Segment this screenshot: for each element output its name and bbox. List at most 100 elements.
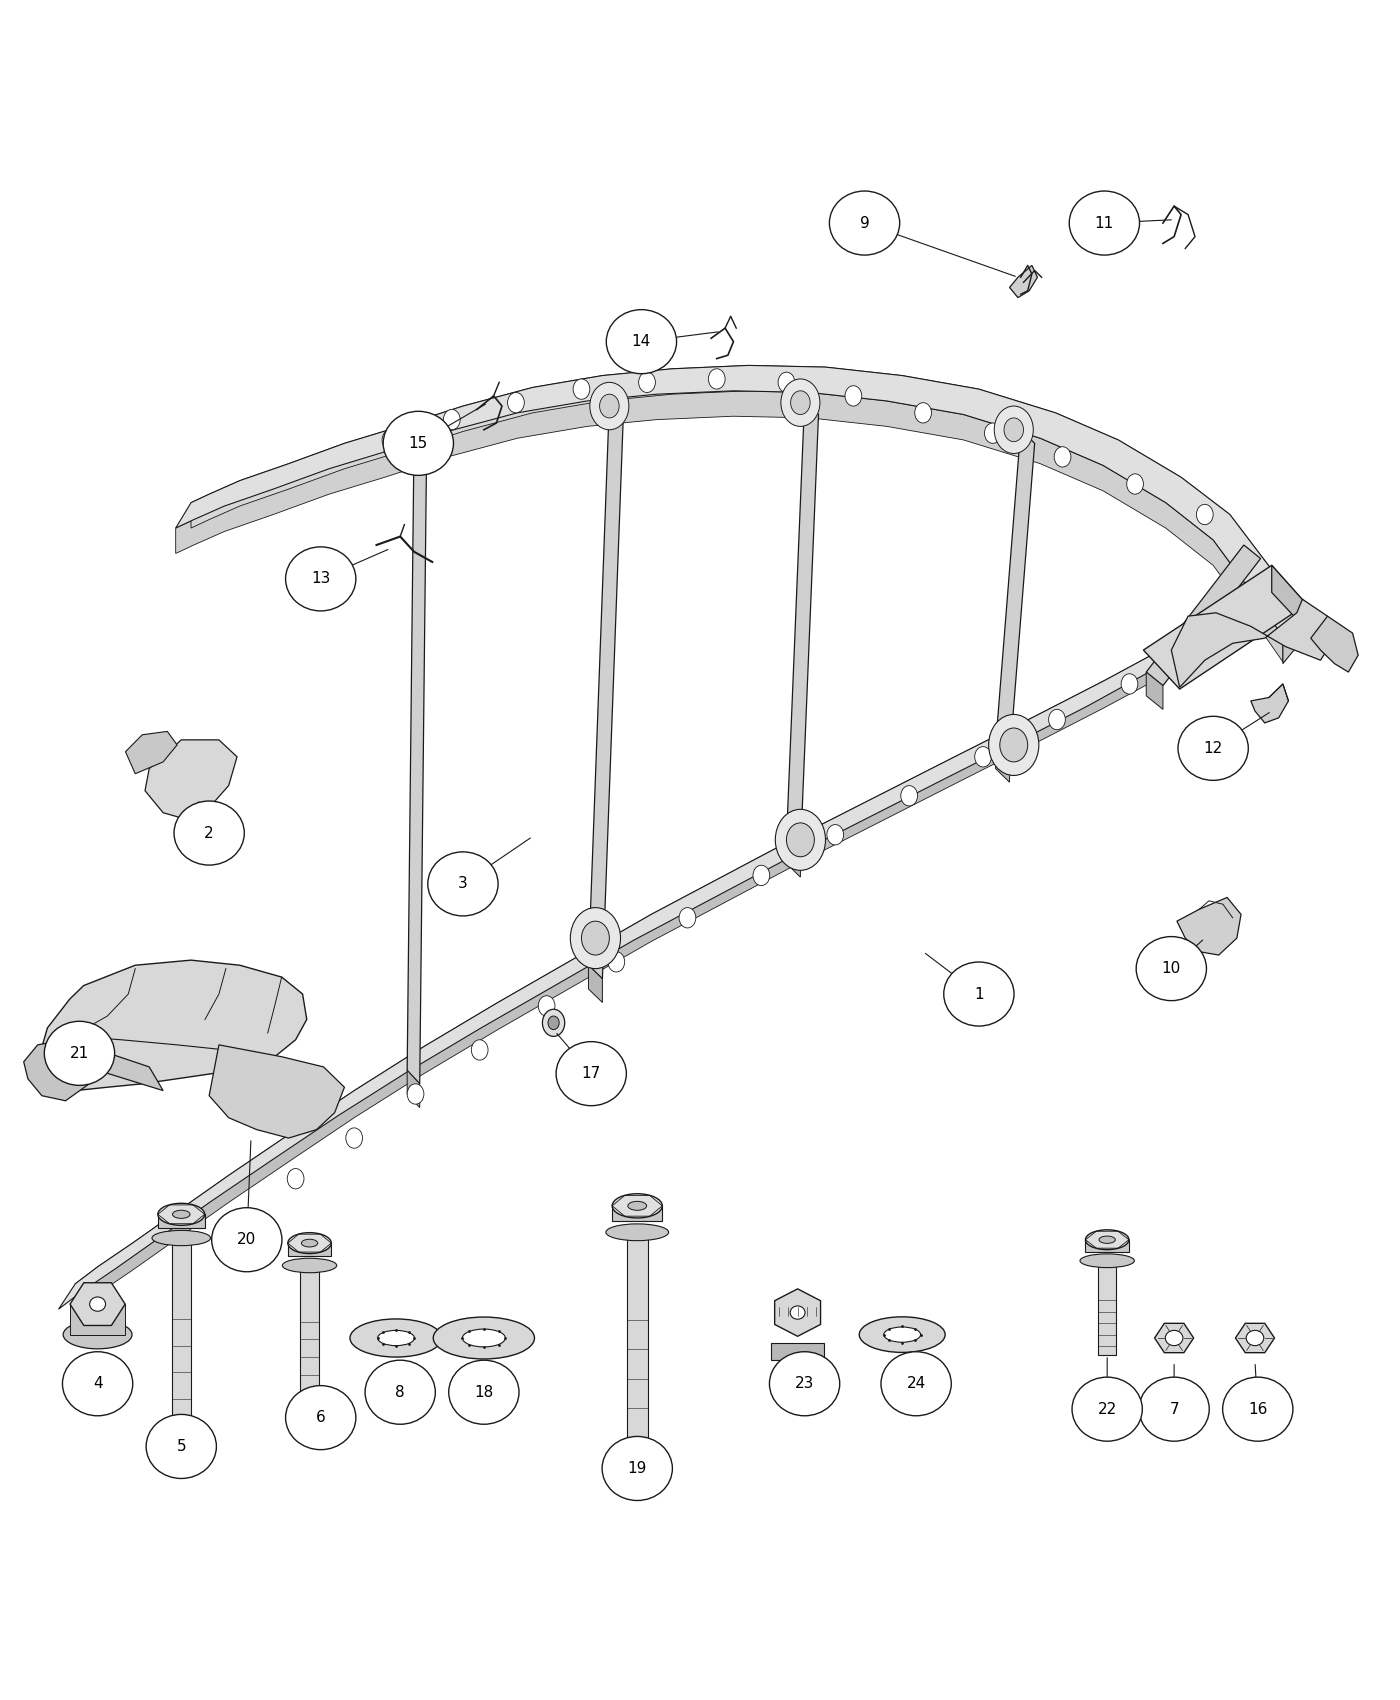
Polygon shape: [146, 740, 237, 819]
Polygon shape: [84, 1046, 164, 1091]
Circle shape: [599, 394, 619, 418]
Ellipse shape: [612, 1193, 662, 1217]
Circle shape: [542, 1010, 564, 1037]
Polygon shape: [38, 960, 307, 1091]
Polygon shape: [24, 1037, 98, 1102]
Ellipse shape: [1137, 937, 1207, 1001]
Circle shape: [538, 996, 554, 1017]
Circle shape: [1197, 505, 1214, 525]
Text: 13: 13: [311, 571, 330, 586]
Text: 10: 10: [1162, 960, 1182, 976]
Ellipse shape: [1072, 1377, 1142, 1442]
Polygon shape: [1144, 566, 1306, 688]
Ellipse shape: [288, 1232, 332, 1253]
Circle shape: [1121, 673, 1138, 694]
Circle shape: [679, 908, 696, 928]
Circle shape: [508, 393, 525, 413]
Polygon shape: [172, 1241, 190, 1435]
Ellipse shape: [146, 1414, 217, 1479]
Ellipse shape: [1070, 190, 1140, 255]
Ellipse shape: [790, 1306, 805, 1319]
Ellipse shape: [45, 1022, 115, 1085]
Ellipse shape: [883, 1328, 921, 1343]
Polygon shape: [76, 646, 1168, 1311]
Ellipse shape: [1246, 1331, 1264, 1346]
Text: 23: 23: [795, 1377, 815, 1391]
Polygon shape: [209, 1046, 344, 1137]
Text: 4: 4: [92, 1377, 102, 1391]
Ellipse shape: [350, 1319, 442, 1357]
Circle shape: [974, 746, 991, 767]
Polygon shape: [175, 366, 1299, 636]
Ellipse shape: [1177, 716, 1249, 780]
Circle shape: [1049, 709, 1065, 729]
Text: 12: 12: [1204, 741, 1222, 757]
Circle shape: [287, 1168, 304, 1188]
Text: 20: 20: [237, 1232, 256, 1248]
Circle shape: [778, 372, 795, 393]
Ellipse shape: [602, 1436, 672, 1501]
Ellipse shape: [606, 1224, 669, 1241]
Circle shape: [547, 1017, 559, 1030]
Polygon shape: [1250, 683, 1288, 722]
Text: 22: 22: [1098, 1402, 1117, 1416]
Ellipse shape: [1165, 1331, 1183, 1346]
Text: 14: 14: [631, 335, 651, 348]
Polygon shape: [301, 1268, 319, 1401]
Text: 5: 5: [176, 1438, 186, 1454]
Ellipse shape: [428, 852, 498, 916]
Ellipse shape: [63, 1321, 132, 1348]
Circle shape: [708, 369, 725, 389]
Circle shape: [994, 406, 1033, 454]
Ellipse shape: [1079, 1255, 1134, 1268]
Ellipse shape: [944, 962, 1014, 1027]
Circle shape: [787, 823, 815, 857]
Circle shape: [781, 379, 820, 427]
Polygon shape: [1172, 598, 1334, 687]
Ellipse shape: [90, 1297, 105, 1311]
Text: 18: 18: [475, 1386, 493, 1399]
Polygon shape: [407, 1071, 420, 1108]
Ellipse shape: [449, 1360, 519, 1425]
Polygon shape: [1098, 1265, 1116, 1355]
Polygon shape: [70, 1304, 125, 1335]
Polygon shape: [627, 1236, 648, 1447]
Text: 24: 24: [907, 1377, 925, 1391]
Ellipse shape: [174, 801, 244, 865]
Polygon shape: [787, 401, 819, 853]
Ellipse shape: [211, 1207, 281, 1272]
Polygon shape: [175, 391, 1282, 661]
Ellipse shape: [286, 1386, 356, 1450]
Text: 6: 6: [316, 1409, 326, 1425]
Ellipse shape: [606, 309, 676, 374]
Text: 7: 7: [1169, 1402, 1179, 1416]
Polygon shape: [1155, 1323, 1194, 1353]
Polygon shape: [774, 1289, 820, 1336]
Circle shape: [444, 410, 461, 430]
Polygon shape: [995, 430, 1035, 758]
Text: 2: 2: [204, 826, 214, 840]
Circle shape: [776, 809, 826, 870]
Ellipse shape: [1140, 1377, 1210, 1442]
Circle shape: [827, 824, 844, 845]
Ellipse shape: [556, 1042, 626, 1105]
Ellipse shape: [462, 1329, 505, 1346]
Circle shape: [346, 1127, 363, 1148]
Circle shape: [1054, 447, 1071, 468]
Circle shape: [570, 908, 620, 969]
Polygon shape: [59, 646, 1168, 1309]
Polygon shape: [1147, 546, 1260, 685]
Circle shape: [589, 382, 629, 430]
Circle shape: [753, 865, 770, 886]
Circle shape: [984, 423, 1001, 444]
Polygon shape: [787, 840, 801, 877]
Circle shape: [791, 391, 811, 415]
Circle shape: [638, 372, 655, 393]
Text: 16: 16: [1247, 1402, 1267, 1416]
Circle shape: [1000, 728, 1028, 762]
Text: 19: 19: [627, 1460, 647, 1476]
Circle shape: [472, 1040, 489, 1061]
Ellipse shape: [829, 190, 900, 255]
Polygon shape: [588, 403, 623, 979]
Ellipse shape: [378, 1331, 414, 1346]
